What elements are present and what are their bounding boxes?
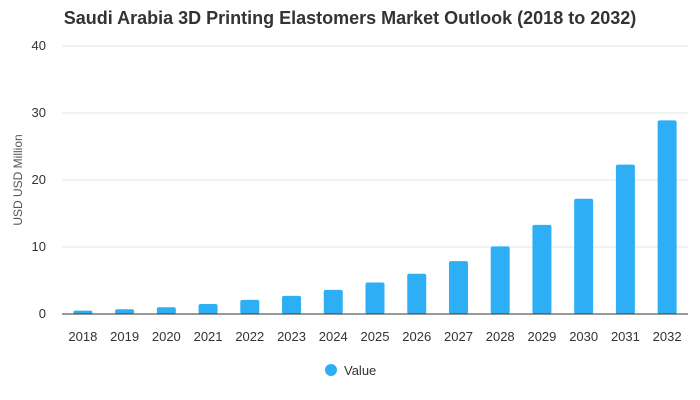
x-tick-label: 2027 bbox=[444, 329, 473, 344]
x-tick-label: 2026 bbox=[402, 329, 431, 344]
bar-2025[interactable] bbox=[365, 282, 385, 314]
x-tick-label: 2023 bbox=[277, 329, 306, 344]
y-tick-label: 30 bbox=[32, 105, 46, 120]
bar-2021[interactable] bbox=[198, 303, 218, 314]
bar-2026[interactable] bbox=[407, 273, 427, 314]
bar-2027[interactable] bbox=[448, 261, 468, 314]
x-tick-label: 2029 bbox=[527, 329, 556, 344]
x-axis-ticks: 2018 2019 2020 2021 2022 2023 2024 2025 2026 2027… bbox=[68, 329, 681, 344]
x-tick-label: 2020 bbox=[152, 329, 181, 344]
bar-2018[interactable] bbox=[73, 310, 93, 314]
y-axis-ticks: 0 10 20 30 40 bbox=[32, 38, 46, 321]
legend-label-value: Value bbox=[344, 363, 376, 378]
bar-2029[interactable] bbox=[532, 224, 552, 314]
bar-2024[interactable] bbox=[323, 289, 343, 314]
bar-2023[interactable] bbox=[282, 295, 302, 314]
x-tick-label: 2018 bbox=[68, 329, 97, 344]
bar-2019[interactable] bbox=[115, 309, 135, 314]
bar-2020[interactable] bbox=[156, 307, 176, 314]
x-tick-label: 2028 bbox=[486, 329, 515, 344]
x-tick-label: 2030 bbox=[569, 329, 598, 344]
gridlines bbox=[62, 45, 688, 248]
bar-2022[interactable] bbox=[240, 299, 260, 314]
x-tick-label: 2021 bbox=[194, 329, 223, 344]
bar-2030[interactable] bbox=[574, 198, 594, 314]
y-axis-title: USD USD Million bbox=[11, 134, 25, 225]
x-tick-label: 2032 bbox=[653, 329, 682, 344]
bar-2032[interactable] bbox=[657, 120, 677, 315]
x-tick-label: 2025 bbox=[361, 329, 390, 344]
y-tick-label: 10 bbox=[32, 239, 46, 254]
bar-2031[interactable] bbox=[615, 164, 635, 314]
y-tick-label: 40 bbox=[32, 38, 46, 53]
x-tick-label: 2019 bbox=[110, 329, 139, 344]
bars bbox=[73, 120, 677, 315]
bar-2028[interactable] bbox=[490, 246, 510, 314]
chart-title: Saudi Arabia 3D Printing Elastomers Mark… bbox=[63, 8, 637, 28]
x-tick-label: 2031 bbox=[611, 329, 640, 344]
y-tick-label: 20 bbox=[32, 172, 46, 187]
legend-swatch-value bbox=[325, 364, 337, 376]
y-tick-label: 0 bbox=[39, 306, 46, 321]
x-tick-label: 2022 bbox=[235, 329, 264, 344]
x-tick-label: 2024 bbox=[319, 329, 348, 344]
legend[interactable]: Value bbox=[325, 363, 376, 378]
